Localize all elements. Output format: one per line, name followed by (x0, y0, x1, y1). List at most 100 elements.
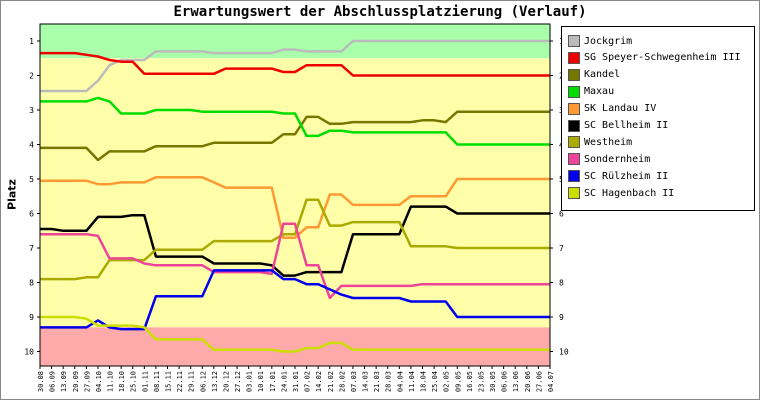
x-tick-label: 27.09 (83, 371, 91, 392)
x-tick-label: 17.01 (269, 371, 277, 392)
series-line-8 (40, 269, 550, 331)
x-tick-label: 20.06 (524, 371, 532, 392)
legend-item: Maxau (568, 84, 614, 100)
y-tick-label-right: 8 (559, 279, 564, 288)
y-tick-label: 2 (29, 72, 34, 81)
x-tick-label: 24.01 (280, 371, 288, 392)
y-tick-label: 5 (29, 175, 34, 184)
x-tick-label: 10.01 (257, 371, 265, 392)
legend-label: Sondernheim (584, 153, 651, 165)
y-tick-label: 3 (29, 106, 34, 115)
legend-item: SG Speyer-Schwegenheim III (568, 50, 741, 66)
y-tick-label: 6 (29, 210, 34, 219)
x-tick-label: 06.09 (49, 371, 57, 392)
x-tick-label: 27.06 (535, 371, 543, 392)
legend-item: Westheim (568, 134, 632, 150)
x-tick-label: 13.12 (211, 371, 219, 392)
x-tick-label: 31.01 (292, 371, 300, 392)
x-tick-label: 21.02 (327, 371, 335, 392)
series-line-4 (40, 176, 550, 239)
y-tick-label: 9 (29, 313, 34, 322)
legend-item: SK Landau IV (568, 101, 656, 117)
x-tick-label: 30.05 (489, 371, 497, 392)
legend-swatch (568, 35, 580, 47)
y-tick-label-right: 10 (559, 348, 569, 357)
series-line-3 (40, 96, 550, 146)
x-tick-label: 28.02 (338, 371, 346, 392)
legend-swatch (568, 85, 580, 98)
series-line-0 (40, 39, 550, 93)
x-tick-label: 23.05 (477, 371, 485, 392)
legend-label: Maxau (584, 86, 615, 98)
legend-label: Kandel (584, 69, 621, 81)
y-tick-label: 10 (24, 348, 34, 357)
legend-item: SC Rülzheim II (568, 168, 668, 184)
x-tick-label: 06.12 (199, 371, 207, 392)
x-tick-label: 11.10 (107, 371, 115, 392)
x-tick-label: 15.11 (165, 371, 173, 392)
x-tick-label: 16.05 (466, 371, 474, 392)
x-tick-label: 09.05 (454, 371, 462, 392)
x-tick-label: 06.06 (501, 371, 509, 392)
legend-item: SC Bellheim II (568, 118, 668, 134)
y-tick-label: 8 (29, 279, 34, 288)
x-tick-label: 04.04 (396, 371, 404, 392)
y-tick-label: 4 (29, 141, 34, 150)
x-tick-label: 18.10 (118, 371, 126, 392)
x-tick-label: 07.02 (304, 371, 312, 392)
axes-layer: 112233445566778899101030.0806.0913.0920.… (24, 23, 569, 392)
x-tick-label: 13.09 (60, 371, 68, 392)
legend: Jockgrim SG Speyer-Schwegenheim III Kandel… (561, 26, 755, 211)
legend-item: SC Hagenbach II (568, 185, 674, 201)
x-tick-label: 13.06 (512, 371, 520, 392)
y-tick-label-right: 9 (559, 313, 564, 322)
zone-band-2 (40, 327, 550, 366)
legend-swatch (568, 68, 580, 81)
legend-swatch (568, 136, 580, 149)
x-tick-label: 14.02 (315, 371, 323, 392)
x-tick-label: 29.11 (188, 371, 196, 392)
x-tick-label: 04.10 (95, 371, 103, 392)
y-tick-label-right: 7 (559, 244, 564, 253)
x-tick-label: 04.07 (547, 371, 555, 392)
legend-swatch (568, 153, 580, 166)
x-tick-label: 25.10 (130, 371, 138, 392)
legend-swatch (568, 51, 580, 64)
legend-label: SC Bellheim II (584, 120, 669, 131)
x-tick-label: 14.03 (362, 371, 370, 392)
legend-item: Jockgrim (568, 33, 632, 49)
series-line-9 (40, 315, 550, 353)
legend-item: Kandel (568, 67, 620, 83)
x-tick-label: 03.01 (246, 371, 254, 392)
x-tick-label: 08.11 (153, 371, 161, 392)
legend-swatch (568, 170, 580, 183)
x-tick-label: 22.11 (176, 371, 184, 392)
legend-label: SC Hagenbach II (584, 187, 675, 199)
x-tick-label: 28.03 (385, 371, 393, 392)
x-tick-label: 01.11 (141, 371, 149, 392)
x-tick-label: 18.04 (420, 371, 428, 392)
legend-swatch (568, 119, 580, 132)
series-line-1 (40, 51, 550, 77)
series-line-5 (40, 205, 550, 277)
y-tick-label-right: 6 (559, 210, 564, 219)
x-tick-label: 30.08 (37, 371, 45, 392)
chart-title: Erwartungswert der Abschlussplatzierung … (173, 4, 587, 20)
legend-label: SG Speyer-Schwegenheim III (584, 52, 741, 64)
x-tick-label: 07.03 (350, 371, 358, 392)
x-tick-label: 11.04 (408, 371, 416, 392)
legend-swatch (568, 102, 580, 115)
x-tick-label: 20.09 (72, 371, 80, 392)
x-tick-label: 21.03 (373, 371, 381, 392)
y-tick-label: 1 (29, 37, 34, 46)
y-tick-label: 7 (29, 244, 34, 253)
series-line-2 (40, 110, 550, 162)
x-tick-label: 20.12 (222, 371, 230, 392)
x-tick-label: 27.12 (234, 371, 242, 392)
legend-label: Westheim (584, 136, 633, 148)
x-tick-label: 02.05 (443, 371, 451, 392)
zone-band-1 (40, 58, 550, 328)
series-line-7 (40, 222, 550, 300)
series-lines (40, 39, 550, 353)
